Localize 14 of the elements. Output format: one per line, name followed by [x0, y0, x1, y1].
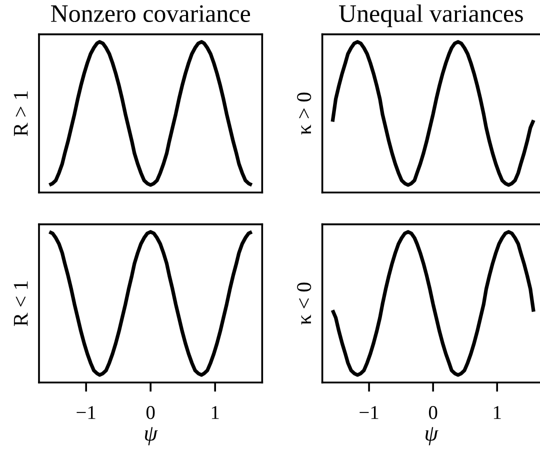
y-axis-title: κ < 0	[297, 282, 312, 325]
y-axis-title: R > 1	[14, 91, 28, 136]
x-tick-label: −1	[360, 406, 378, 419]
chart-title: Unequal variances	[339, 4, 523, 28]
x-tick-label: 0	[428, 406, 438, 420]
x-tick-label: 1	[494, 406, 501, 419]
x-tick-label: 0	[146, 406, 155, 420]
x-axis-title: ψ	[145, 427, 158, 446]
x-tick-label: 1	[212, 406, 219, 419]
x-tick-label: −1	[76, 406, 96, 419]
x-axis-title: ψ	[426, 427, 438, 446]
y-axis-title: R < 1	[14, 281, 28, 326]
chart-title: Nonzero covariance	[51, 5, 250, 22]
y-axis-title: κ > 0	[297, 92, 312, 135]
